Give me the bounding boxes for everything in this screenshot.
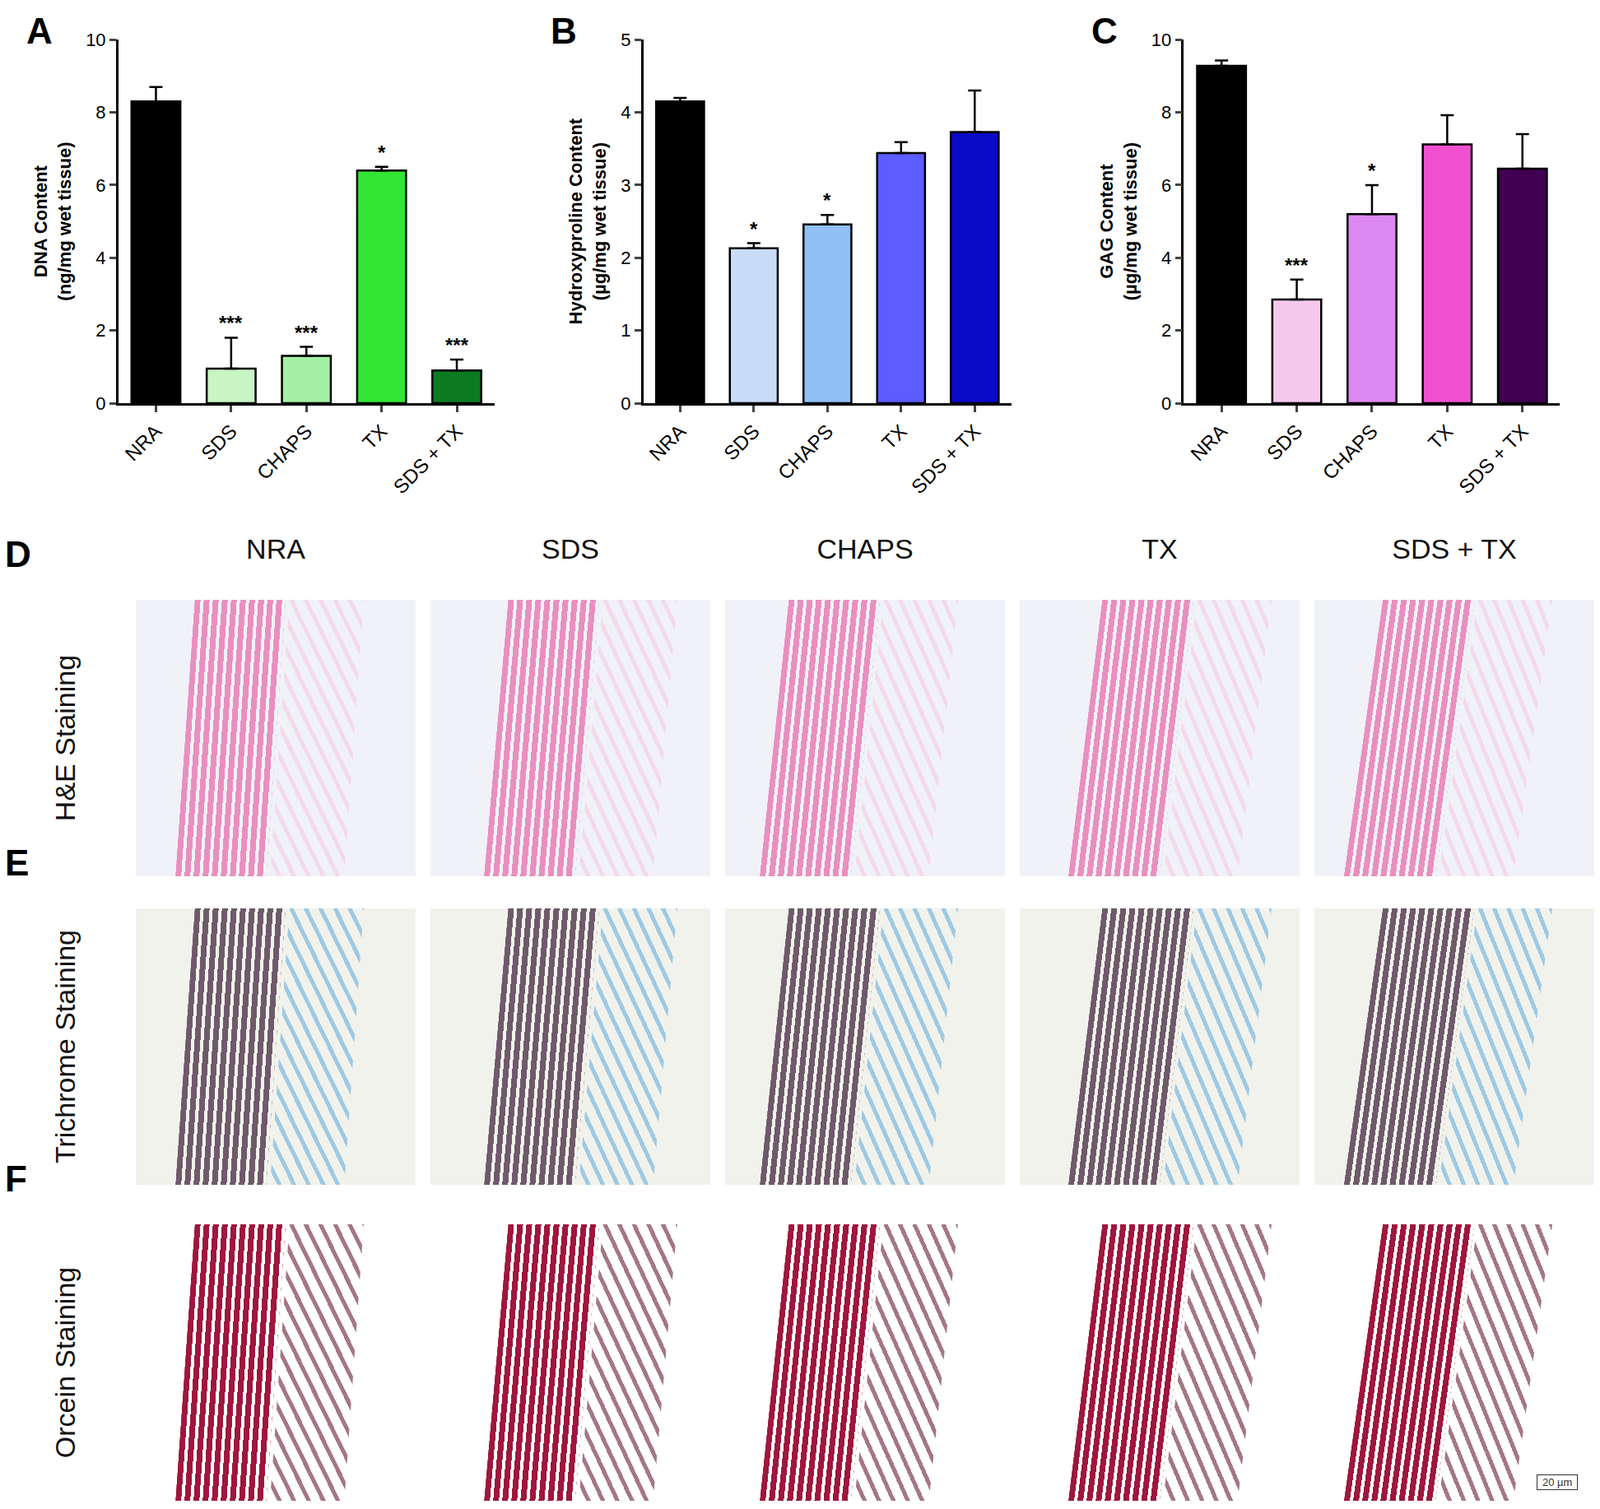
- html-text:Trichrome Staining: Trichrome Staining: [49, 930, 81, 1164]
- html-text:H&E Staining: H&E Staining: [49, 655, 81, 822]
- svg-text:***: ***: [445, 334, 470, 357]
- html-text:SDS + TX: SDS + TX: [1392, 533, 1517, 565]
- svg-text:1: 1: [620, 320, 631, 341]
- html-text:20 µm: 20 µm: [1542, 1476, 1573, 1489]
- svg-text:CHAPS: CHAPS: [773, 419, 838, 484]
- svg-text:A: A: [26, 10, 53, 52]
- svg-text:8: 8: [95, 102, 106, 123]
- svg-text:*: *: [1367, 159, 1377, 182]
- svg-text:SDS + TX: SDS + TX: [1454, 419, 1533, 498]
- svg-text:0: 0: [620, 393, 631, 414]
- svg-text:TX: TX: [1423, 419, 1458, 454]
- svg-text:DNA Content(ng/mg wet tissue): DNA Content(ng/mg wet tissue): [30, 142, 75, 302]
- svg-text:Hydroxyproline Content(µg/mg w: Hydroxyproline Content(µg/mg wet tissue): [565, 117, 610, 325]
- svg-text:TX: TX: [877, 419, 912, 454]
- svg-text:5: 5: [620, 29, 631, 51]
- svg-text:SDS: SDS: [719, 419, 764, 465]
- svg-text:NRA: NRA: [1186, 419, 1232, 466]
- svg-text:4: 4: [620, 102, 631, 123]
- svg-text:TX: TX: [358, 419, 392, 454]
- svg-text:2: 2: [95, 320, 106, 341]
- html-text:NRA: NRA: [246, 533, 306, 565]
- svg-text:SDS: SDS: [1262, 419, 1307, 465]
- svg-text:NRA: NRA: [120, 419, 167, 466]
- svg-text:6: 6: [1161, 175, 1172, 196]
- svg-text:2: 2: [620, 247, 631, 269]
- svg-text:6: 6: [95, 175, 106, 196]
- html-text:TX: TX: [1141, 533, 1178, 565]
- svg-text:GAG Content(µg/mg wet tissue): GAG Content(µg/mg wet tissue): [1096, 142, 1141, 301]
- svg-text:CHAPS: CHAPS: [252, 419, 317, 484]
- svg-text:SDS + TX: SDS + TX: [388, 419, 467, 498]
- svg-text:2: 2: [1161, 320, 1172, 341]
- svg-text:*: *: [749, 218, 759, 241]
- svg-text:3: 3: [620, 175, 631, 196]
- svg-text:***: ***: [1284, 254, 1309, 277]
- svg-text:***: ***: [218, 311, 243, 335]
- svg-text:*: *: [823, 189, 832, 212]
- html-text:E: E: [4, 842, 30, 884]
- svg-text:0: 0: [1161, 393, 1172, 414]
- html-text:D: D: [4, 534, 32, 575]
- svg-text:SDS: SDS: [196, 419, 242, 465]
- html-text:F: F: [4, 1158, 28, 1200]
- svg-text:*: *: [377, 141, 387, 164]
- svg-text:***: ***: [294, 321, 319, 345]
- svg-text:10: 10: [1151, 29, 1172, 51]
- html-text:CHAPS: CHAPS: [816, 533, 914, 565]
- svg-text:C: C: [1091, 10, 1118, 52]
- svg-text:NRA: NRA: [644, 419, 690, 466]
- svg-text:4: 4: [1161, 247, 1172, 269]
- svg-text:4: 4: [95, 247, 106, 269]
- html-text:SDS: SDS: [541, 533, 600, 565]
- svg-text:0: 0: [95, 393, 106, 414]
- svg-text:CHAPS: CHAPS: [1317, 419, 1382, 484]
- svg-text:10: 10: [85, 29, 106, 51]
- svg-text:B: B: [550, 10, 577, 52]
- svg-text:SDS + TX: SDS + TX: [906, 419, 986, 498]
- html-text:Orcein Staining: Orcein Staining: [49, 1267, 81, 1459]
- svg-text:8: 8: [1161, 102, 1172, 123]
